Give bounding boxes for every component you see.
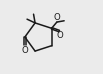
Text: O: O: [22, 46, 28, 55]
Text: O: O: [53, 13, 60, 22]
Text: O: O: [56, 31, 63, 40]
